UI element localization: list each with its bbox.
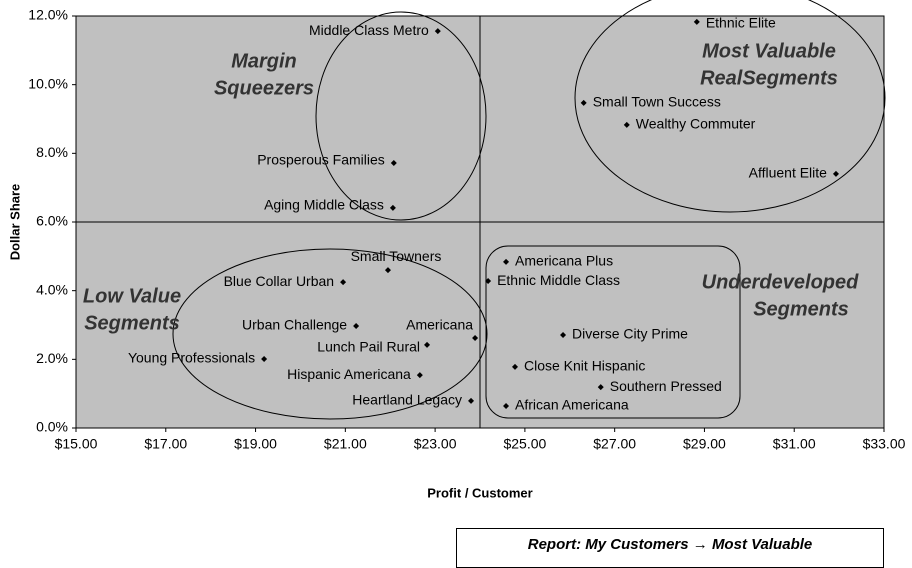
point-label: African Americana [515, 397, 629, 413]
point-label: Diverse City Prime [572, 326, 688, 342]
point [512, 363, 519, 370]
ellipse [315, 11, 487, 221]
point [597, 384, 604, 391]
point-label: Small Town Success [593, 94, 721, 110]
point-label: Aging Middle Class [264, 197, 384, 213]
point-label: Affluent Elite [749, 165, 828, 181]
point [472, 335, 479, 342]
point-label: Americana Plus [515, 253, 613, 269]
point [832, 170, 839, 177]
x-tick-label: $15.00 [55, 436, 98, 452]
point-label: Small Towners [351, 248, 442, 264]
point-label: Southern Pressed [610, 378, 722, 394]
x-tick-label: $19.00 [234, 436, 277, 452]
x-tick-label: $21.00 [324, 436, 367, 452]
point [560, 331, 567, 338]
point [623, 121, 630, 128]
x-tick-label: $29.00 [683, 436, 726, 452]
quadrant-annotation: RealSegments [700, 67, 838, 89]
x-tick-label: $23.00 [414, 436, 457, 452]
point [693, 18, 700, 25]
point [261, 355, 268, 362]
y-axis-title: Dollar Share [7, 184, 22, 261]
x-tick-label: $25.00 [503, 436, 546, 452]
point-label: Young Professionals [128, 350, 255, 366]
point-label: Ethnic Middle Class [497, 272, 620, 288]
point-label: Prosperous Families [257, 152, 385, 168]
x-tick-label: $17.00 [144, 436, 187, 452]
y-tick-label: 0.0% [36, 419, 68, 435]
x-tick-label: $31.00 [773, 436, 816, 452]
point [580, 99, 587, 106]
point [424, 341, 431, 348]
point [434, 28, 441, 35]
quadrant-annotation: Segments [84, 312, 180, 334]
point [340, 279, 347, 286]
point [389, 204, 396, 211]
point-label: Urban Challenge [242, 317, 347, 333]
point-label: Blue Collar Urban [224, 273, 335, 289]
point [353, 323, 360, 330]
rounded-box [485, 245, 741, 419]
x-tick-label: $33.00 [863, 436, 906, 452]
point-label: Close Knit Hispanic [524, 358, 645, 374]
quadrant-annotation: Underdeveloped [702, 271, 859, 293]
x-axis-title: Profit / Customer [427, 485, 532, 500]
y-tick-label: 4.0% [36, 281, 68, 297]
y-tick-label: 2.0% [36, 350, 68, 366]
ellipse [574, 0, 886, 213]
point [384, 267, 391, 274]
point-label: Heartland Legacy [352, 392, 462, 408]
quadrant-annotation: Segments [753, 298, 849, 320]
point [468, 397, 475, 404]
y-tick-label: 12.0% [28, 7, 68, 23]
quadrant-annotation: Low Value [83, 285, 181, 307]
point-label: Hispanic Americana [287, 366, 411, 382]
point-label: Lunch Pail Rural [317, 339, 420, 355]
quadrant-annotation: Most Valuable [702, 40, 836, 62]
point-label: Ethnic Elite [706, 15, 776, 31]
point [485, 278, 492, 285]
point [503, 258, 510, 265]
point-label: Wealthy Commuter [636, 116, 756, 132]
x-tick-label: $27.00 [593, 436, 636, 452]
point-label: Middle Class Metro [309, 22, 429, 38]
quadrant-annotation: Squeezers [214, 77, 314, 99]
ellipse [172, 248, 488, 420]
point [390, 159, 397, 166]
y-tick-label: 8.0% [36, 144, 68, 160]
chart: Dollar Share Profit / Customer 0.0% 2.0% 4… [7, 0, 906, 500]
point [503, 403, 510, 410]
report-footer: Report: My Customers → Most Valuable [456, 528, 884, 568]
point-label: Americana [406, 317, 473, 333]
y-tick-label: 10.0% [28, 75, 68, 91]
y-tick-label: 6.0% [36, 213, 68, 229]
point [416, 372, 423, 379]
quadrant-annotation: Margin [231, 50, 297, 72]
